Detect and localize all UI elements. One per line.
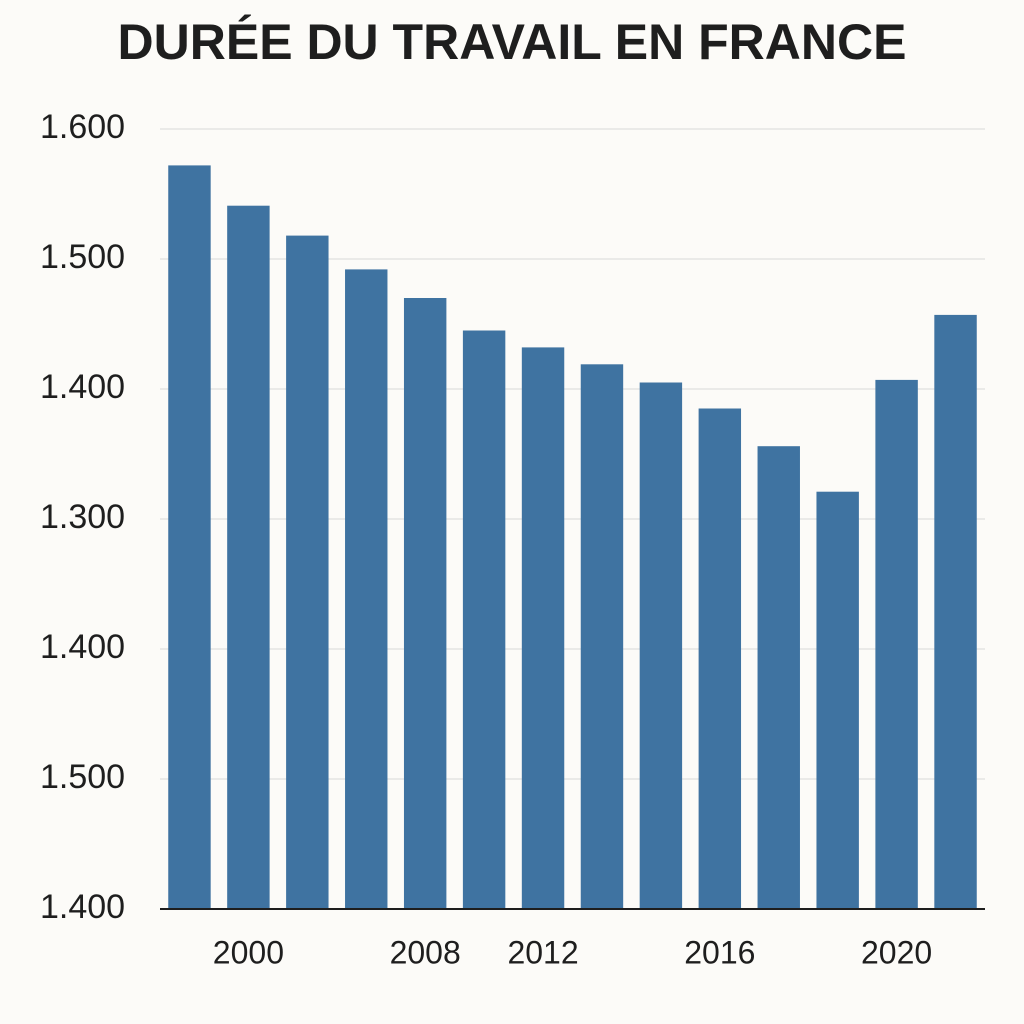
y-tick-label: 1.300 — [40, 498, 125, 536]
bar — [698, 408, 742, 909]
bar — [934, 314, 977, 909]
bar — [521, 347, 565, 909]
bar — [227, 205, 270, 909]
bar — [757, 446, 800, 909]
chart-title: DURÉE DU TRAVAIL EN FRANCE — [118, 14, 907, 70]
x-tick-label: 2012 — [507, 934, 578, 970]
bar — [345, 269, 388, 909]
bar — [403, 298, 447, 909]
x-tick-label: 2000 — [213, 934, 284, 970]
x-tick-label: 2020 — [861, 934, 932, 970]
y-tick-label: 1.500 — [40, 758, 125, 796]
bar — [816, 491, 859, 909]
bar — [286, 235, 329, 910]
x-tick-label: 2016 — [684, 934, 755, 970]
bar — [580, 364, 624, 909]
bar — [639, 382, 683, 909]
bar — [875, 379, 918, 909]
y-tick-label: 1.400 — [40, 628, 125, 666]
bar — [168, 165, 211, 909]
y-tick-label: 1.400 — [40, 368, 125, 406]
y-tick-label: 1.500 — [40, 238, 125, 276]
bar — [462, 330, 506, 909]
y-tick-label: 1.400 — [40, 888, 125, 926]
y-tick-label: 1.600 — [40, 108, 125, 146]
x-tick-label: 2008 — [390, 934, 461, 970]
